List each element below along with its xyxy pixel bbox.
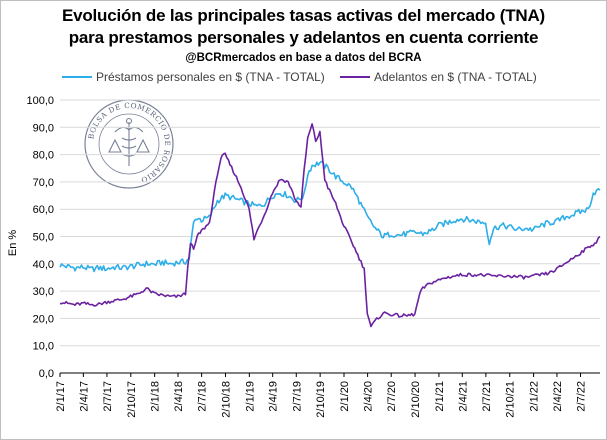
x-tick-label: 2/1/21 — [434, 381, 446, 412]
series-line-adelantos — [59, 123, 601, 328]
x-tick-label: 2/7/17 — [102, 381, 114, 412]
watermark-seal: BOLSA DE COMERCIO DE ROSARIO — [84, 99, 174, 189]
chart-source: @BCRmercados en base a datos del BCRA — [185, 52, 422, 64]
seal-inner-ring — [98, 113, 160, 175]
legend-label-adelantos: Adelantos en $ (TNA - TOTAL) — [374, 70, 537, 84]
x-tick-label: 2/7/20 — [386, 381, 398, 412]
x-tick-label: 2/4/18 — [173, 381, 185, 412]
y-tick-label: 50,0 — [33, 232, 54, 244]
chart-title-line2: para prestamos personales y adelantos en… — [68, 28, 539, 47]
legend: Préstamos personales en $ (TNA - TOTAL) … — [62, 70, 537, 84]
x-tick-label: 2/10/20 — [410, 381, 422, 418]
x-tick-label: 2/1/17 — [55, 381, 67, 412]
x-tick-label: 2/7/19 — [291, 381, 303, 412]
y-tick-label: 60,0 — [33, 204, 54, 216]
chart-title-line1: Evolución de las principales tasas activ… — [61, 6, 546, 25]
x-tick-label: 2/10/21 — [505, 381, 517, 418]
x-tick-label: 2/4/21 — [457, 381, 469, 412]
x-tick-label: 2/7/22 — [576, 381, 588, 412]
y-tick-label: 0,0 — [39, 368, 54, 380]
caduceus-icon — [108, 117, 150, 166]
legend-label-personales: Préstamos personales en $ (TNA - TOTAL) — [96, 70, 325, 84]
y-tick-label: 30,0 — [33, 286, 54, 298]
y-tick-label: 40,0 — [33, 259, 54, 271]
y-tick-label: 70,0 — [33, 177, 54, 189]
x-tick-label: 2/1/18 — [150, 381, 162, 412]
x-tick-label: 2/4/17 — [78, 381, 90, 412]
x-tick-label: 2/10/18 — [220, 381, 232, 418]
x-tick-label: 2/1/20 — [339, 381, 351, 412]
x-tick-label: 2/1/19 — [244, 381, 256, 412]
x-tick-label: 2/7/18 — [197, 381, 209, 412]
y-tick-label: 100,0 — [26, 95, 54, 107]
y-tick-label: 10,0 — [33, 341, 54, 353]
series — [59, 123, 601, 328]
y-tick-label: 90,0 — [33, 122, 54, 134]
x-tick-label: 2/10/17 — [126, 381, 138, 418]
x-tick-label: 2/4/19 — [268, 381, 280, 412]
x-tick-label: 2/4/20 — [363, 381, 375, 412]
x-tick-label: 2/4/22 — [552, 381, 564, 412]
grid — [60, 99, 600, 347]
x-tick-label: 2/10/19 — [315, 381, 327, 418]
y-tick-label: 80,0 — [33, 150, 54, 162]
axes: 0,0 10,0 20,0 30,0 40,0 50,0 60,0 70,0 80,0 90,0 1… — [26, 95, 600, 418]
series-line-personales — [59, 160, 601, 273]
x-tick-label: 2/1/22 — [529, 381, 541, 412]
x-tick-label: 2/7/21 — [481, 381, 493, 412]
y-tick-label: 20,0 — [33, 313, 54, 325]
y-axis-title: En % — [7, 230, 19, 257]
